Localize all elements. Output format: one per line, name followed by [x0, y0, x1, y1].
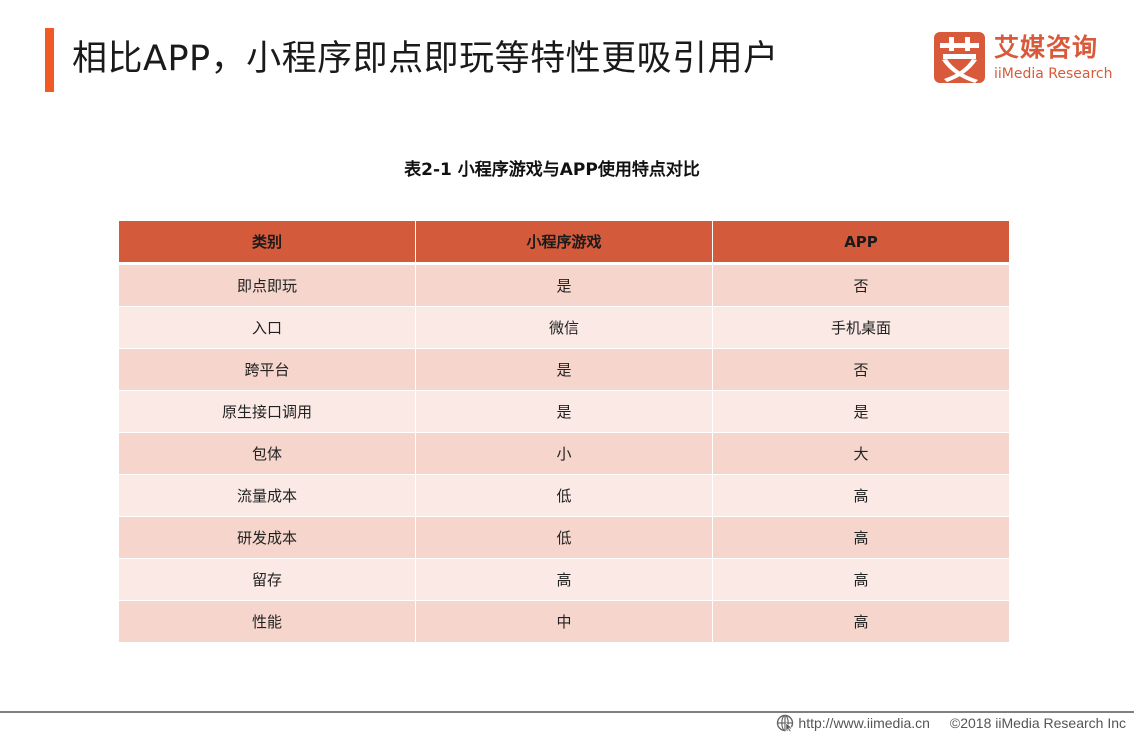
logo-mark-icon — [934, 32, 985, 83]
cell-mini-program: 微信 — [415, 306, 713, 349]
cell-app: 高 — [712, 558, 1010, 601]
table-row: 跨平台 是 否 — [118, 348, 1010, 391]
cell-category: 即点即玩 — [118, 263, 416, 307]
cell-mini-program: 是 — [415, 263, 713, 307]
cell-category: 跨平台 — [118, 348, 416, 391]
cell-app: 否 — [712, 263, 1010, 307]
table-row: 留存 高 高 — [118, 558, 1010, 601]
table-row: 包体 小 大 — [118, 432, 1010, 475]
cell-app: 高 — [712, 516, 1010, 559]
cell-mini-program: 中 — [415, 600, 713, 643]
cell-mini-program: 是 — [415, 348, 713, 391]
cell-app: 高 — [712, 474, 1010, 517]
logo-name-en: iiMedia Research — [994, 66, 1113, 82]
cell-mini-program: 低 — [415, 516, 713, 559]
table-header-row: 类别 小程序游戏 APP — [118, 220, 1010, 265]
cell-category: 包体 — [118, 432, 416, 475]
cell-mini-program: 是 — [415, 390, 713, 433]
table-row: 即点即玩 是 否 — [118, 263, 1010, 307]
globe-icon — [776, 714, 794, 733]
column-header-mini-program: 小程序游戏 — [415, 220, 713, 265]
column-header-app: APP — [712, 220, 1010, 265]
table-row: 研发成本 低 高 — [118, 516, 1010, 559]
logo-name-cn: 艾媒咨询 — [994, 33, 1099, 62]
cell-app: 手机桌面 — [712, 306, 1010, 349]
cell-mini-program: 高 — [415, 558, 713, 601]
cell-mini-program: 小 — [415, 432, 713, 475]
cell-app: 大 — [712, 432, 1010, 475]
cell-category: 原生接口调用 — [118, 390, 416, 433]
cell-category: 流量成本 — [118, 474, 416, 517]
cell-app: 是 — [712, 390, 1010, 433]
footer: http://www.iimedia.cn ©2018 iiMedia Rese… — [776, 713, 1126, 733]
comparison-table: 类别 小程序游戏 APP 即点即玩 是 否 入口 微信 手机桌面 跨平台 是 否… — [118, 220, 1010, 643]
column-header-category: 类别 — [118, 220, 416, 265]
title-accent-bar — [45, 28, 54, 92]
footer-copyright: ©2018 iiMedia Research Inc — [949, 715, 1126, 731]
table-caption: 表2-1 小程序游戏与APP使用特点对比 — [404, 160, 700, 180]
footer-divider — [0, 711, 1134, 713]
cell-category: 性能 — [118, 600, 416, 643]
page-title: 相比APP，小程序即点即玩等特性更吸引用户 — [72, 39, 779, 79]
cell-category: 入口 — [118, 306, 416, 349]
table-row: 性能 中 高 — [118, 600, 1010, 643]
cell-mini-program: 低 — [415, 474, 713, 517]
cell-category: 留存 — [118, 558, 416, 601]
footer-url-link[interactable]: http://www.iimedia.cn — [798, 715, 930, 731]
table-row: 原生接口调用 是 是 — [118, 390, 1010, 433]
cell-app: 否 — [712, 348, 1010, 391]
cell-category: 研发成本 — [118, 516, 416, 559]
table-row: 流量成本 低 高 — [118, 474, 1010, 517]
iimedia-logo: 艾媒咨询 iiMedia Research — [934, 32, 1114, 86]
cell-app: 高 — [712, 600, 1010, 643]
table-row: 入口 微信 手机桌面 — [118, 306, 1010, 349]
